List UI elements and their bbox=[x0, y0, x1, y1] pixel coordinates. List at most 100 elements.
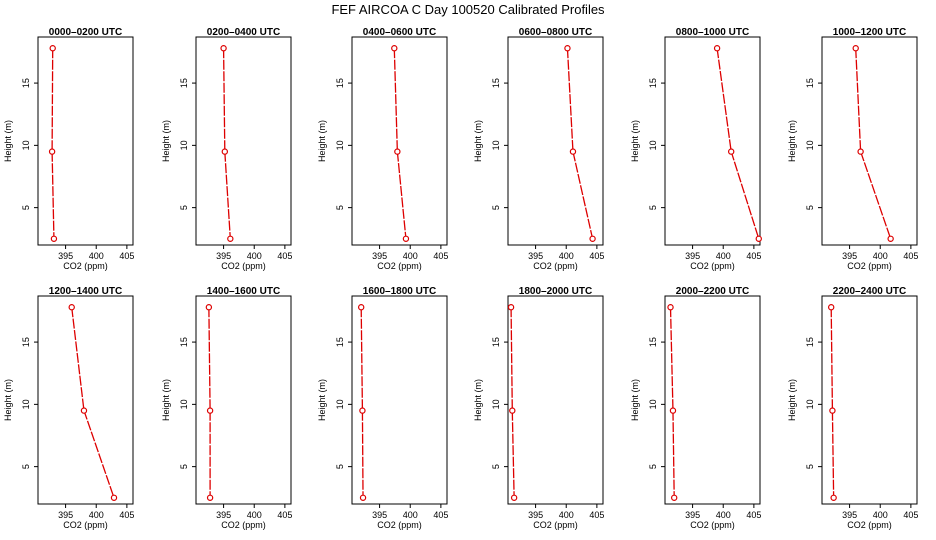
panel-4: 0600–0800 UTC 395 400 405 CO2 (ppm) 5 10 15 Heig… bbox=[473, 27, 604, 271]
panel-title: 1200–1400 UTC bbox=[49, 286, 122, 297]
profile-line bbox=[855, 48, 892, 239]
panel-11: 2000–2200 UTC 395 400 405 CO2 (ppm) 5 10 15 Heig… bbox=[630, 286, 761, 530]
data-point bbox=[713, 45, 721, 52]
data-point bbox=[569, 148, 577, 155]
y-tick-label: 5 bbox=[491, 205, 501, 210]
plot-frame bbox=[37, 295, 134, 505]
panel-title: 0800–1000 UTC bbox=[676, 27, 749, 38]
profile-line bbox=[510, 307, 515, 498]
y-tick-label: 15 bbox=[491, 78, 501, 88]
y-tick-label: 5 bbox=[335, 464, 345, 469]
panel-title: 1400–1600 UTC bbox=[207, 286, 280, 297]
profile-line bbox=[208, 307, 211, 498]
data-point bbox=[830, 494, 837, 501]
x-tick-label: 395 bbox=[528, 510, 543, 520]
plot-frame bbox=[664, 36, 761, 246]
y-tick-label: 10 bbox=[491, 140, 501, 150]
panel-title: 1800–2000 UTC bbox=[519, 286, 592, 297]
y-axis-label: Height (m) bbox=[473, 379, 483, 421]
profile-line bbox=[830, 307, 835, 498]
panel-title: 0200–0400 UTC bbox=[207, 27, 280, 38]
data-point bbox=[50, 235, 58, 242]
x-tick-label: 405 bbox=[903, 510, 918, 520]
y-axis-label: Height (m) bbox=[630, 120, 640, 162]
data-point bbox=[357, 304, 365, 311]
profile-line bbox=[716, 48, 760, 239]
data-point bbox=[727, 148, 735, 155]
x-tick-label: 400 bbox=[559, 251, 574, 261]
x-tick-label: 395 bbox=[216, 510, 231, 520]
y-axis-label: Height (m) bbox=[3, 120, 13, 162]
panel-2: 0200–0400 UTC 395 400 405 CO2 (ppm) 5 10 15 Heig… bbox=[161, 27, 292, 271]
data-point bbox=[887, 235, 894, 242]
data-point bbox=[852, 45, 859, 52]
x-tick-label: 405 bbox=[589, 510, 604, 520]
panel-9: 1600–1800 UTC 395 400 405 CO2 (ppm) 5 10 15 Heig… bbox=[317, 286, 448, 530]
x-tick-label: 395 bbox=[685, 251, 700, 261]
data-point bbox=[68, 304, 75, 311]
profile-line bbox=[360, 307, 364, 498]
panel-10: 1800–2000 UTC 395 400 405 CO2 (ppm) 5 10 15 Heig… bbox=[473, 286, 604, 530]
x-tick-label: 405 bbox=[903, 251, 918, 261]
plot-frame bbox=[195, 295, 292, 505]
x-axis-label: CO2 (ppm) bbox=[690, 261, 735, 271]
x-tick-label: 395 bbox=[372, 510, 387, 520]
profile-line bbox=[51, 48, 55, 239]
plot-frame bbox=[821, 36, 918, 246]
plot-frame bbox=[37, 36, 134, 246]
panel-grid: 0000–0200 UTC 395 400 405 CO2 (ppm) 5 10 15 Heig… bbox=[3, 27, 918, 530]
x-tick-label: 400 bbox=[247, 510, 262, 520]
y-tick-label: 5 bbox=[648, 464, 658, 469]
y-axis-label: Height (m) bbox=[161, 379, 171, 421]
data-point bbox=[359, 407, 366, 414]
x-tick-label: 400 bbox=[247, 251, 262, 261]
plot-frame bbox=[507, 295, 604, 505]
y-tick-label: 10 bbox=[491, 399, 501, 409]
data-point bbox=[509, 407, 516, 414]
panel-title: 0000–0200 UTC bbox=[49, 27, 122, 38]
y-tick-label: 5 bbox=[491, 464, 501, 469]
y-tick-label: 10 bbox=[21, 399, 31, 409]
data-point bbox=[670, 494, 678, 501]
x-axis-label: CO2 (ppm) bbox=[690, 520, 735, 530]
data-point bbox=[667, 304, 674, 311]
x-tick-label: 395 bbox=[528, 251, 543, 261]
y-tick-label: 15 bbox=[648, 337, 658, 347]
plot-frame bbox=[195, 36, 292, 246]
y-axis-label: Height (m) bbox=[473, 120, 483, 162]
plot-frame bbox=[507, 36, 604, 246]
plot-frame bbox=[351, 36, 448, 246]
y-tick-label: 15 bbox=[179, 337, 189, 347]
y-tick-label: 15 bbox=[21, 337, 31, 347]
data-point bbox=[857, 148, 864, 155]
x-axis-label: CO2 (ppm) bbox=[221, 520, 266, 530]
data-point bbox=[227, 235, 234, 242]
x-tick-label: 405 bbox=[119, 510, 134, 520]
y-tick-label: 15 bbox=[21, 78, 31, 88]
panel-title: 2000–2200 UTC bbox=[676, 286, 749, 297]
y-tick-label: 10 bbox=[805, 399, 815, 409]
data-point bbox=[359, 494, 367, 501]
data-point bbox=[205, 304, 213, 311]
y-axis-label: Height (m) bbox=[787, 379, 797, 421]
x-axis-label: CO2 (ppm) bbox=[847, 261, 892, 271]
data-point bbox=[394, 148, 401, 155]
x-tick-label: 400 bbox=[716, 251, 731, 261]
x-tick-label: 395 bbox=[58, 251, 73, 261]
data-point bbox=[829, 407, 836, 414]
data-point bbox=[49, 45, 56, 52]
panel-6: 1000–1200 UTC 395 400 405 CO2 (ppm) 5 10 15 Heig… bbox=[787, 27, 918, 271]
panel-5: 0800–1000 UTC 395 400 405 CO2 (ppm) 5 10 15 Heig… bbox=[630, 27, 762, 271]
x-tick-label: 400 bbox=[89, 510, 104, 520]
x-tick-label: 395 bbox=[58, 510, 73, 520]
x-tick-label: 400 bbox=[559, 510, 574, 520]
panel-title: 1600–1800 UTC bbox=[363, 286, 436, 297]
y-axis-label: Height (m) bbox=[317, 379, 327, 421]
data-point bbox=[589, 235, 596, 242]
y-tick-label: 15 bbox=[335, 337, 345, 347]
y-tick-label: 5 bbox=[805, 464, 815, 469]
x-tick-label: 400 bbox=[873, 510, 888, 520]
y-axis-label: Height (m) bbox=[317, 120, 327, 162]
y-tick-label: 5 bbox=[21, 205, 31, 210]
